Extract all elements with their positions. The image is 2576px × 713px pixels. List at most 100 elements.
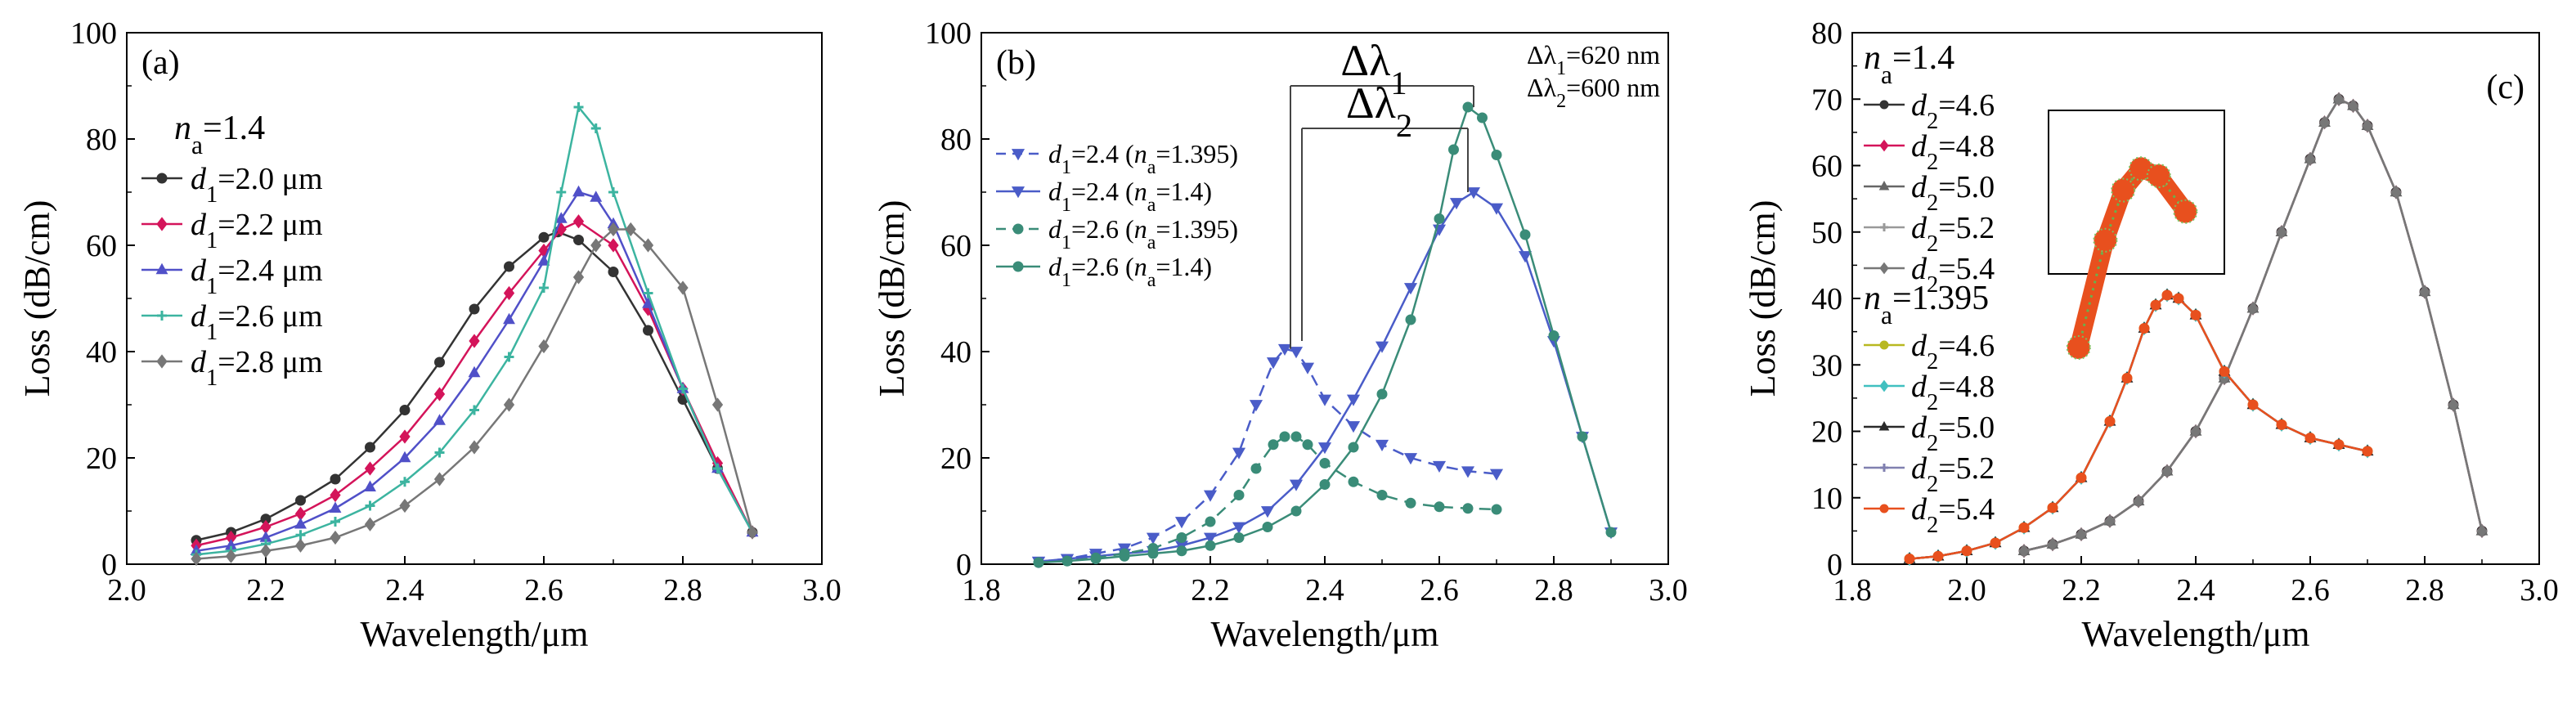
legend-label: d2=4.6 (1911, 88, 1995, 134)
legend-swatch-marker (1879, 340, 1889, 350)
y-tick-label: 20 (940, 442, 972, 476)
data-point (504, 261, 514, 272)
data-point (399, 405, 411, 415)
dl1-label: Δλ1 (1340, 36, 1407, 101)
data-point (1405, 314, 1416, 325)
data-point (294, 518, 307, 529)
x-tick-label: 2.0 (107, 573, 146, 608)
legend-swatch-marker (1011, 186, 1025, 199)
text-part: =5.4 (1938, 252, 1995, 286)
x-tick-label: 2.4 (2176, 573, 2215, 608)
legend-label: d1=2.6 μm (191, 299, 323, 345)
data-point (1289, 479, 1304, 491)
y-tick-label: 80 (1811, 16, 1842, 51)
x-axis-title: Wavelength/μm (360, 614, 588, 654)
text-part: =1.4 (203, 110, 265, 147)
data-point (1119, 550, 1130, 562)
data-point (2247, 301, 2259, 316)
text-part: =1.4) (1156, 252, 1212, 281)
data-point (225, 549, 237, 563)
data-point (2173, 293, 2184, 304)
data-point (643, 288, 653, 298)
text-part: =1.4 (1892, 39, 1954, 77)
text-part: =1.4) (1156, 177, 1212, 206)
series-1 (1031, 187, 1618, 568)
text-part: d (1911, 252, 1928, 286)
series-0 (1031, 343, 1504, 568)
legend-header: na=1.4 (174, 110, 265, 159)
data-point (365, 500, 375, 511)
data-point (608, 222, 619, 237)
data-point (2276, 419, 2287, 430)
data-point (2333, 92, 2345, 106)
x-tick-label: 2.6 (1420, 573, 1459, 608)
data-point (1434, 501, 1445, 513)
legend-label: d2=5.2 (1911, 211, 1995, 257)
text-part: 2 (1927, 109, 1938, 134)
legend-header-1: na=1.4 (1864, 39, 1954, 89)
data-point (2419, 285, 2430, 299)
legend-label: d2=5.4 (1911, 252, 1995, 298)
data-point (1462, 503, 1474, 514)
y-tick-label: 0 (1827, 548, 1842, 582)
text-part: 1 (206, 228, 218, 253)
data-point (468, 365, 481, 378)
x-tick-label: 1.8 (1833, 573, 1872, 608)
data-point (434, 447, 445, 458)
data-point (503, 312, 515, 325)
text-part: d (1048, 139, 1062, 168)
data-point (1489, 469, 1504, 481)
text-part: =2.4 ( (1071, 177, 1134, 206)
inset-point (2111, 177, 2136, 203)
data-point (1300, 362, 1315, 374)
text-part: a (1881, 301, 1892, 330)
data-point (2018, 544, 2030, 558)
text-part: n (1864, 39, 1881, 77)
data-point (1317, 442, 1332, 455)
text-part: 1 (1061, 195, 1071, 216)
panel-label: (b) (996, 44, 1036, 82)
x-tick-label: 2.8 (1534, 573, 1573, 608)
data-point (433, 387, 446, 401)
text-part: =5.2 (1938, 211, 1995, 245)
data-point (2104, 513, 2116, 528)
y-tick-label: 80 (86, 123, 117, 157)
legend-swatch-marker (1012, 261, 1024, 272)
data-point (1605, 527, 1617, 538)
text-part: 1 (206, 274, 218, 299)
panel-c: 1.8 2.0 2.2 2.4 2.6 2.8 3.0 0 10 20 30 40 50 60 70 80 Wa… (1743, 16, 2559, 654)
text-part: =600 nm (1566, 73, 1660, 102)
data-point (572, 270, 585, 285)
text-part: 2 (1396, 107, 1412, 144)
data-point (364, 461, 376, 476)
text-part: a (1147, 195, 1156, 216)
text-part: d (1048, 177, 1062, 206)
data-point (2133, 494, 2144, 509)
text-part: 2 (1927, 472, 1938, 497)
inset-point (2066, 335, 2091, 360)
data-point (1376, 388, 1388, 400)
text-part: =4.6 (1938, 88, 1995, 123)
inset-point (2093, 227, 2118, 253)
y-axis-title: Loss (dB/cm) (1743, 200, 1783, 397)
data-point (2318, 115, 2331, 130)
data-point (538, 339, 550, 354)
text-part: d (191, 253, 207, 288)
inset-point (2173, 199, 2198, 224)
data-point (504, 352, 514, 362)
x-tick-label: 2.2 (246, 573, 285, 608)
data-point (2304, 151, 2316, 166)
data-point (1405, 497, 1416, 509)
legend-item: d2=5.2 (1864, 211, 1995, 257)
data-point (330, 487, 341, 503)
data-point (503, 397, 515, 412)
data-point (573, 235, 584, 245)
dl2-value: Δλ2=600 nm (1527, 73, 1660, 112)
data-point (1434, 213, 1445, 224)
data-point (1279, 431, 1290, 442)
text-part: n (1134, 139, 1147, 168)
data-point (1990, 537, 2001, 549)
text-part: =5.0 (1938, 170, 1995, 204)
series-3 (1033, 101, 1617, 568)
text-part: a (1881, 61, 1892, 89)
